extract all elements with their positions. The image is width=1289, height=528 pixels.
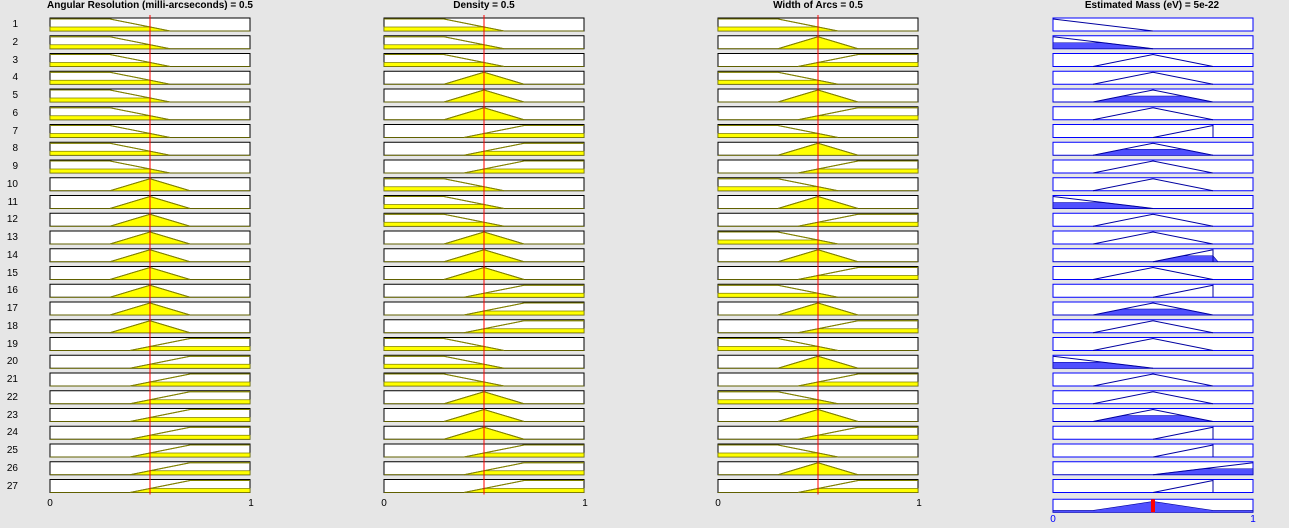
input3-axis-min: 0: [715, 498, 721, 509]
output-membership-function: [1152, 426, 1214, 440]
rule-number: 18: [6, 320, 18, 332]
rule-number: 6: [12, 107, 18, 119]
rule-number: 15: [6, 267, 18, 279]
rule-number: 27: [6, 480, 18, 492]
rule-number: 16: [6, 285, 18, 297]
output-rule-cell: [1052, 319, 1254, 334]
rule-number: 8: [12, 143, 18, 155]
output-membership-function: [1092, 160, 1214, 174]
input3-axis-max: 1: [916, 498, 922, 509]
rule-number: 9: [12, 161, 18, 172]
output-rule-cell: [1052, 425, 1254, 440]
output-rule-cell: [1052, 372, 1254, 387]
rule-number: 7: [12, 125, 18, 137]
defuzzified-value-marker: [1151, 499, 1155, 513]
output-membership-function: [1092, 71, 1214, 85]
rule-number: 24: [6, 427, 18, 439]
input1-axis-max: 1: [248, 498, 254, 509]
rule-number: 10: [6, 178, 18, 190]
output-axis-min: 0: [1050, 514, 1056, 525]
output-membership-function: [1092, 231, 1214, 245]
rule-number: 11: [7, 196, 18, 208]
output-membership-function: [1092, 391, 1214, 405]
output-rule-cell: [1052, 124, 1254, 138]
output-rule-cell: [1052, 266, 1254, 280]
output-membership-function: [1092, 89, 1214, 103]
input1-axis-min: 0: [47, 498, 53, 509]
output-axis-max: 1: [1250, 514, 1256, 525]
rule-number: 14: [6, 249, 18, 261]
output-membership-function: [1152, 284, 1214, 298]
output-membership-fill: [1052, 42, 1253, 50]
input1-title: Angular Resolution (milli-arcseconds) = …: [47, 0, 253, 11]
output-rule-cell: [1052, 283, 1254, 298]
output-membership-function: [1092, 408, 1214, 422]
rule-number: 22: [6, 391, 18, 403]
output-membership-function: [1092, 142, 1214, 156]
output-membership-fill: [1052, 202, 1253, 209]
output-membership-fill: [1052, 361, 1253, 369]
output-rule-cell: [1052, 248, 1254, 263]
rule-number: 19: [6, 338, 18, 350]
rule-number: 3: [12, 54, 18, 66]
rule-number: 4: [12, 72, 18, 84]
output-rule-cell: [1052, 177, 1254, 192]
output-rule-cell: [1052, 230, 1254, 245]
input2-title: Density = 0.5: [453, 0, 515, 11]
output-membership-function: [1092, 213, 1214, 227]
output-membership-function: [1092, 178, 1214, 192]
output-rule-cell: [1052, 159, 1254, 174]
output-membership-function: [1092, 320, 1214, 334]
output-membership-function: [1152, 249, 1214, 263]
output-rule-cell: [1052, 390, 1254, 405]
input2-axis-min: 0: [381, 498, 387, 509]
output-membership-function: [1052, 196, 1154, 209]
output-membership-function: [1152, 479, 1214, 493]
rule-number: 25: [6, 445, 18, 456]
output-membership-function: [1092, 373, 1214, 387]
output-membership-function: [1152, 462, 1254, 476]
rule-number: 2: [12, 36, 18, 48]
output-rule-cell: [1052, 53, 1254, 67]
output-rule-cell: [1052, 70, 1254, 85]
output-rule-cell: [1052, 479, 1254, 493]
output-membership-function: [1092, 266, 1214, 280]
output-membership-function: [1152, 444, 1214, 458]
output-membership-function: [1152, 124, 1214, 138]
rule-number: 1: [12, 19, 18, 30]
output-rule-cell: [1052, 443, 1254, 458]
rule-number: 13: [6, 232, 18, 243]
output-rule-cell: [1052, 212, 1254, 227]
rule-number: 21: [6, 374, 18, 385]
rule-number: 17: [6, 303, 18, 314]
output-membership-function: [1092, 302, 1214, 316]
rule-number: 12: [6, 214, 18, 226]
output-title: Estimated Mass (eV) = 5e-22: [1084, 0, 1220, 11]
output-membership-function: [1092, 107, 1214, 121]
output-rule-cell: [1052, 337, 1254, 351]
rule-number: 23: [6, 409, 18, 421]
output-rule-cell: [1052, 17, 1254, 32]
output-membership-function: [1052, 18, 1154, 32]
output-rule-cell: [1052, 106, 1254, 121]
output-membership-function: [1052, 36, 1154, 50]
output-membership-function: [1052, 355, 1154, 369]
rule-number: 20: [6, 356, 18, 368]
output-membership-function: [1092, 337, 1214, 351]
output-membership-function: [1092, 53, 1214, 67]
input2-axis-max: 1: [582, 498, 588, 509]
rule-number: 26: [6, 462, 18, 474]
rule-number: 5: [12, 90, 18, 101]
input3-title: Width of Arcs = 0.5: [773, 0, 863, 11]
